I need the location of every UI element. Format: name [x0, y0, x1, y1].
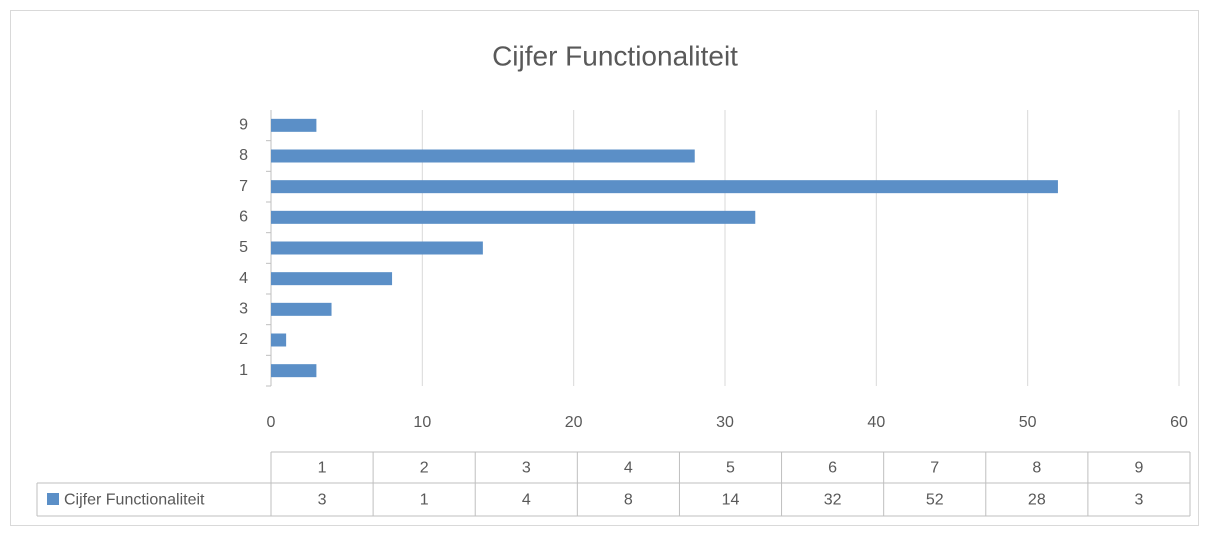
x-tick-label: 0: [267, 414, 276, 431]
x-tick-label: 30: [716, 414, 734, 431]
chart-frame: [10, 10, 1199, 526]
bar: [271, 180, 1058, 194]
bar: [271, 210, 756, 224]
y-tick-label: 3: [239, 301, 248, 318]
table-value: 52: [926, 492, 944, 509]
table-header: 7: [930, 460, 939, 477]
y-tick-label: 4: [239, 270, 248, 287]
chart-title: Cijfer Functionaliteit: [492, 40, 738, 71]
x-tick-label: 20: [565, 414, 583, 431]
bar: [271, 333, 287, 347]
y-tick-label: 1: [239, 362, 248, 379]
bar: [271, 149, 695, 163]
x-tick-label: 40: [867, 414, 885, 431]
table-value: 8: [624, 492, 633, 509]
bar: [271, 302, 332, 316]
y-tick-label: 8: [239, 147, 248, 164]
table-header: 3: [522, 460, 531, 477]
table-header: 9: [1134, 460, 1143, 477]
table-value: 28: [1028, 492, 1046, 509]
table-header: 1: [318, 460, 327, 477]
bar: [271, 118, 317, 132]
table-value: 1: [420, 492, 429, 509]
legend-label: Cijfer Functionaliteit: [64, 492, 205, 509]
bar: [271, 364, 317, 378]
table-header: 2: [420, 460, 429, 477]
y-tick-label: 5: [239, 239, 248, 256]
legend-swatch: [47, 493, 59, 505]
bar: [271, 241, 483, 255]
y-tick-label: 6: [239, 209, 248, 226]
table-value: 4: [522, 492, 531, 509]
x-tick-label: 60: [1170, 414, 1188, 431]
table-value: 14: [722, 492, 740, 509]
x-tick-label: 10: [413, 414, 431, 431]
table-header: 6: [828, 460, 837, 477]
y-tick-label: 2: [239, 331, 248, 348]
table-value: 3: [318, 492, 327, 509]
x-tick-label: 50: [1019, 414, 1037, 431]
y-tick-label: 9: [239, 117, 248, 134]
table-value: 32: [824, 492, 842, 509]
table-value: 3: [1134, 492, 1143, 509]
table-header: 8: [1032, 460, 1041, 477]
table-header: 4: [624, 460, 633, 477]
bar: [271, 272, 393, 286]
table-header: 5: [726, 460, 735, 477]
y-tick-label: 7: [239, 178, 248, 195]
